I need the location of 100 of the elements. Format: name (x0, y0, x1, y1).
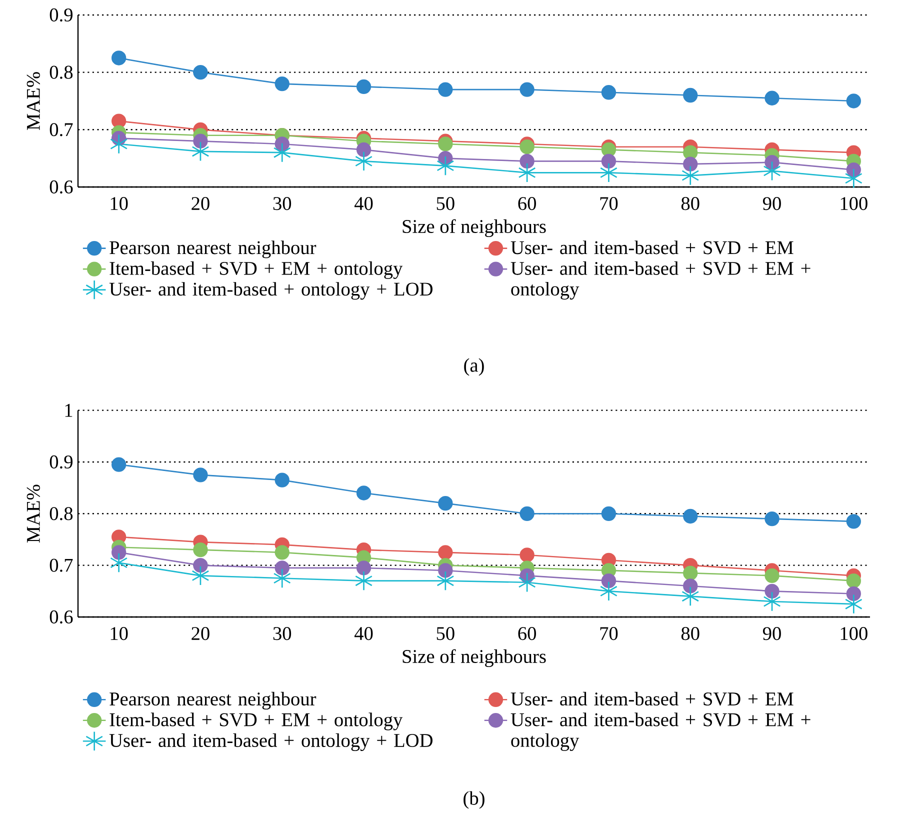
point (520, 548, 534, 562)
point (763, 591, 781, 612)
y-tick-label: 0.7 (50, 123, 73, 136)
x-tick-label: 40 (354, 197, 373, 210)
legend-label: User- and item-based + ontology + LOD (109, 733, 433, 752)
legend-label: User- and item-based + SVD + EM (510, 692, 794, 706)
point (192, 141, 210, 162)
point (193, 558, 208, 573)
y-tick-label: 0.7 (50, 558, 73, 572)
y-tick-label: 0.6 (50, 180, 73, 194)
x-tick-label: 60 (518, 197, 536, 210)
point (273, 568, 291, 588)
point (683, 578, 698, 594)
point (192, 566, 210, 586)
point (683, 88, 698, 103)
x-tick-label: 70 (600, 197, 618, 210)
legend-label: User- and item-based + SVD + EM + ontology (510, 712, 810, 751)
point (274, 560, 290, 576)
point (601, 506, 616, 521)
point (111, 457, 126, 472)
legend-label: Item-based + SVD + EM + ontology (110, 712, 403, 730)
point (193, 542, 208, 558)
point (356, 79, 372, 94)
point (518, 162, 536, 183)
x-tick-label: 100 (840, 197, 868, 210)
point (764, 90, 780, 106)
x-tick-label: 80 (681, 197, 700, 210)
point (764, 155, 780, 170)
x-tick-label: 30 (273, 197, 292, 210)
legend-label: User- and item-based + ontology + LOD (109, 282, 433, 300)
legend-label: Item-based + SVD + EM + ontology (110, 261, 403, 279)
x-tick-label: 20 (192, 627, 210, 640)
point (682, 166, 700, 186)
point (763, 160, 781, 181)
point (193, 468, 208, 482)
point (110, 552, 128, 573)
text: (b) (464, 791, 484, 809)
x-tick-label: 40 (354, 627, 373, 640)
x-tick-label: 10 (110, 197, 128, 210)
point (355, 570, 373, 591)
point (844, 168, 862, 188)
point (600, 162, 618, 183)
point (764, 511, 780, 526)
point (356, 486, 372, 500)
point (683, 566, 698, 580)
point (846, 94, 861, 108)
point (764, 568, 780, 583)
point (520, 82, 534, 97)
x-tick-label: 80 (681, 627, 700, 640)
point (111, 545, 126, 560)
x-tick-label: 50 (436, 197, 454, 210)
y-tick-label: 0.8 (50, 66, 73, 79)
legend-label: User- and item-based + SVD + EM + ontology (510, 261, 810, 300)
x-tick-label: 100 (840, 627, 868, 640)
point (111, 50, 126, 66)
point (601, 154, 616, 169)
x-tick-label: 90 (762, 627, 781, 640)
point (683, 156, 698, 172)
x-tick-label: 90 (762, 197, 781, 210)
point (438, 545, 453, 560)
point (436, 570, 454, 591)
point (601, 85, 616, 100)
point (273, 142, 291, 163)
point (520, 154, 534, 169)
point (356, 560, 372, 576)
x-tick-label: 10 (110, 627, 128, 640)
point (764, 584, 780, 598)
point (356, 142, 372, 158)
point (436, 156, 454, 176)
point (846, 573, 861, 588)
y-axis-title: MAE% (26, 72, 40, 130)
point (846, 514, 861, 529)
point (110, 134, 128, 154)
x-tick-label: 70 (600, 627, 618, 640)
point (355, 151, 373, 172)
y-tick-label: 0.9 (50, 8, 73, 22)
point (193, 134, 208, 148)
point (274, 136, 290, 152)
text: (a) (464, 358, 484, 376)
point (274, 545, 290, 560)
point (193, 64, 208, 80)
point (846, 162, 861, 178)
legend-label: Pearson nearest neighbour (110, 692, 316, 710)
y-tick-label: 1 (65, 404, 72, 417)
point (518, 572, 536, 592)
point (846, 586, 861, 602)
x-tick-label: 50 (436, 627, 454, 640)
point (438, 496, 453, 511)
point (274, 472, 290, 488)
y-axis-title: MAE% (26, 484, 40, 543)
legend-label: Pearson nearest neighbour (110, 240, 316, 258)
point (682, 586, 700, 606)
point (683, 508, 698, 524)
point (600, 581, 618, 602)
point (438, 563, 453, 578)
y-tick-label: 0.9 (50, 455, 73, 469)
point (844, 594, 862, 614)
legend-label: User- and item-based + SVD + EM (510, 240, 794, 254)
point (274, 76, 290, 92)
y-tick-label: 0.8 (50, 507, 73, 520)
